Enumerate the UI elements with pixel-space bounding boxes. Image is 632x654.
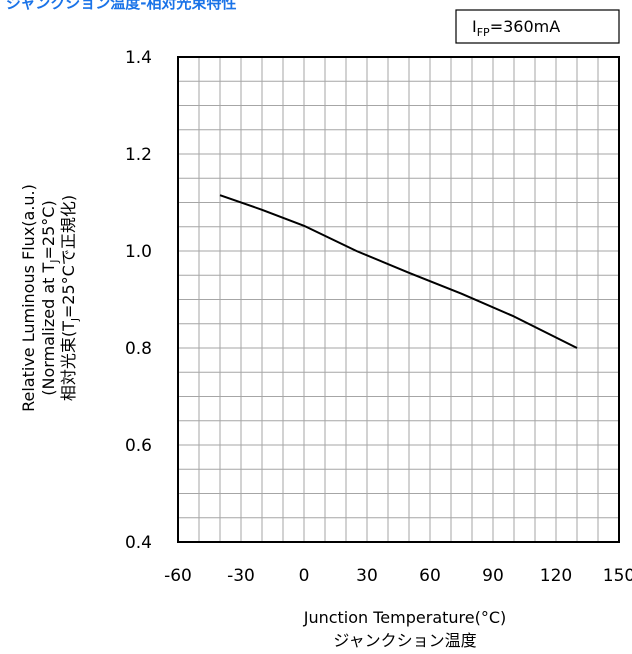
y-axis-title-line2: (Normalized at TJ=25°C) [39,200,61,395]
y-tick-label: 0.6 [125,436,152,456]
condition-label: IFP=360mA [472,17,560,39]
plot-area-border [177,56,620,543]
x-tick-label: -60 [164,566,192,586]
x-tick-label: 120 [540,566,572,586]
plot-frame [177,56,620,543]
y-axis-title: Relative Luminous Flux(a.u.) [19,184,38,412]
y-tick-labels: 0.4 0.6 0.8 1.0 1.2 1.4 [125,48,152,553]
y-axis-title-line3: 相対光束(TJ=25°Cで正規化) [59,195,81,401]
grid [178,57,619,542]
x-tick-label: 30 [356,566,378,586]
x-tick-label: 60 [419,566,441,586]
condition-sub: FP [477,26,490,39]
y-tick-label: 1.2 [125,145,152,165]
x-tick-label: 150 [603,566,632,586]
page-title: ジャンクション温度-相対光束特性 [6,0,237,12]
y-tick-label: 0.4 [125,533,152,553]
condition-main: I [472,17,477,36]
x-tick-label: 90 [482,566,504,586]
y-axis-title-3: 相対光束(TJ=25°Cで正規化) [59,195,81,401]
x-axis-title-jp: ジャンクション温度 [333,631,476,650]
y-tick-label: 0.8 [125,339,152,359]
y-axis-title-2: (Normalized at TJ=25°C) [39,200,61,395]
series [219,194,578,349]
condition-box-frame [455,9,620,44]
y-tick-label: 1.0 [125,242,152,262]
x-axis-title: Junction Temperature(°C) [303,608,507,627]
condition-box: IFP=360mA [455,9,620,44]
x-tick-labels: -60 -30 0 30 60 90 120 150 [164,566,632,586]
y-tick-label: 1.4 [125,48,152,68]
condition-value: =360mA [490,17,561,36]
x-tick-label: -30 [227,566,255,586]
y-axis-title-line1: Relative Luminous Flux(a.u.) [19,184,38,412]
series-line-0 [219,194,578,349]
x-tick-label: 0 [299,566,310,586]
